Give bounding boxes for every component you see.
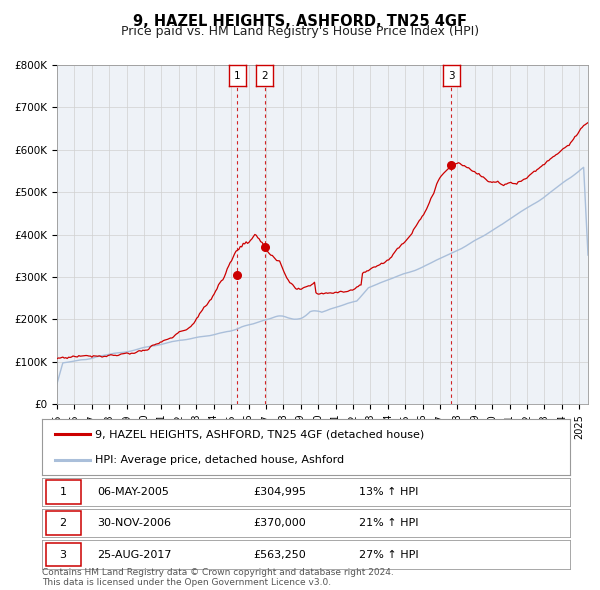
Text: 21% ↑ HPI: 21% ↑ HPI — [359, 519, 418, 528]
FancyBboxPatch shape — [46, 480, 80, 504]
Text: 30-NOV-2006: 30-NOV-2006 — [97, 519, 172, 528]
FancyBboxPatch shape — [46, 512, 80, 535]
Text: 9, HAZEL HEIGHTS, ASHFORD, TN25 4GF (detached house): 9, HAZEL HEIGHTS, ASHFORD, TN25 4GF (det… — [95, 429, 424, 439]
Text: 1: 1 — [59, 487, 67, 497]
Text: 27% ↑ HPI: 27% ↑ HPI — [359, 550, 418, 559]
Text: 06-MAY-2005: 06-MAY-2005 — [97, 487, 169, 497]
Text: HPI: Average price, detached house, Ashford: HPI: Average price, detached house, Ashf… — [95, 455, 344, 465]
Text: 1: 1 — [234, 71, 241, 81]
Text: £304,995: £304,995 — [253, 487, 306, 497]
Text: 3: 3 — [59, 550, 67, 559]
Text: 25-AUG-2017: 25-AUG-2017 — [97, 550, 172, 559]
Text: 13% ↑ HPI: 13% ↑ HPI — [359, 487, 418, 497]
Text: £370,000: £370,000 — [253, 519, 306, 528]
Text: £563,250: £563,250 — [253, 550, 306, 559]
Text: 2: 2 — [261, 71, 268, 81]
FancyBboxPatch shape — [46, 543, 80, 566]
Text: 9, HAZEL HEIGHTS, ASHFORD, TN25 4GF: 9, HAZEL HEIGHTS, ASHFORD, TN25 4GF — [133, 14, 467, 28]
Text: Price paid vs. HM Land Registry's House Price Index (HPI): Price paid vs. HM Land Registry's House … — [121, 25, 479, 38]
Text: 3: 3 — [448, 71, 455, 81]
Text: 2: 2 — [59, 519, 67, 528]
Text: Contains HM Land Registry data © Crown copyright and database right 2024.
This d: Contains HM Land Registry data © Crown c… — [42, 568, 394, 587]
